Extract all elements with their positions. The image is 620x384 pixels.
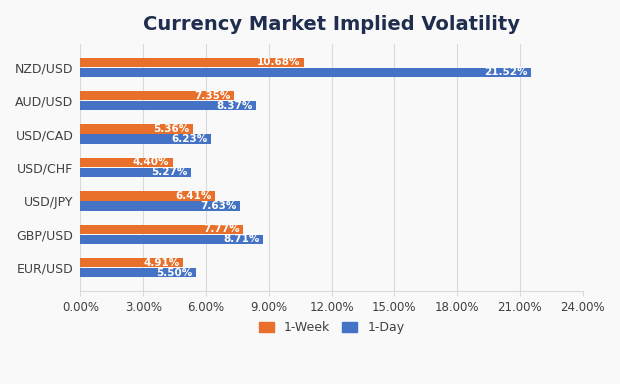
Text: 8.37%: 8.37% — [216, 101, 252, 111]
Bar — [81, 91, 234, 100]
Title: Currency Market Implied Volatility: Currency Market Implied Volatility — [143, 15, 520, 34]
Text: 5.50%: 5.50% — [156, 268, 192, 278]
Text: 7.77%: 7.77% — [203, 224, 240, 234]
Text: 7.35%: 7.35% — [195, 91, 231, 101]
Bar — [81, 101, 255, 110]
Bar — [81, 124, 193, 134]
Bar — [81, 158, 172, 167]
Bar — [81, 58, 304, 67]
Bar — [81, 268, 195, 277]
Bar — [81, 68, 531, 77]
Bar — [81, 225, 243, 234]
Text: 7.63%: 7.63% — [201, 201, 237, 211]
Text: 10.68%: 10.68% — [257, 57, 301, 67]
Text: 5.27%: 5.27% — [151, 167, 188, 177]
Text: 4.91%: 4.91% — [144, 258, 180, 268]
Text: 8.71%: 8.71% — [223, 234, 260, 244]
Text: 21.52%: 21.52% — [484, 67, 528, 77]
Text: 4.40%: 4.40% — [133, 157, 169, 167]
Text: 6.23%: 6.23% — [171, 134, 208, 144]
Bar — [81, 201, 240, 210]
Text: 6.41%: 6.41% — [175, 191, 211, 201]
Text: 5.36%: 5.36% — [153, 124, 190, 134]
Bar — [81, 134, 211, 144]
Legend: 1-Week, 1-Day: 1-Week, 1-Day — [254, 316, 409, 339]
Bar — [81, 235, 263, 244]
Bar — [81, 191, 215, 200]
Bar — [81, 258, 183, 267]
Bar — [81, 168, 191, 177]
